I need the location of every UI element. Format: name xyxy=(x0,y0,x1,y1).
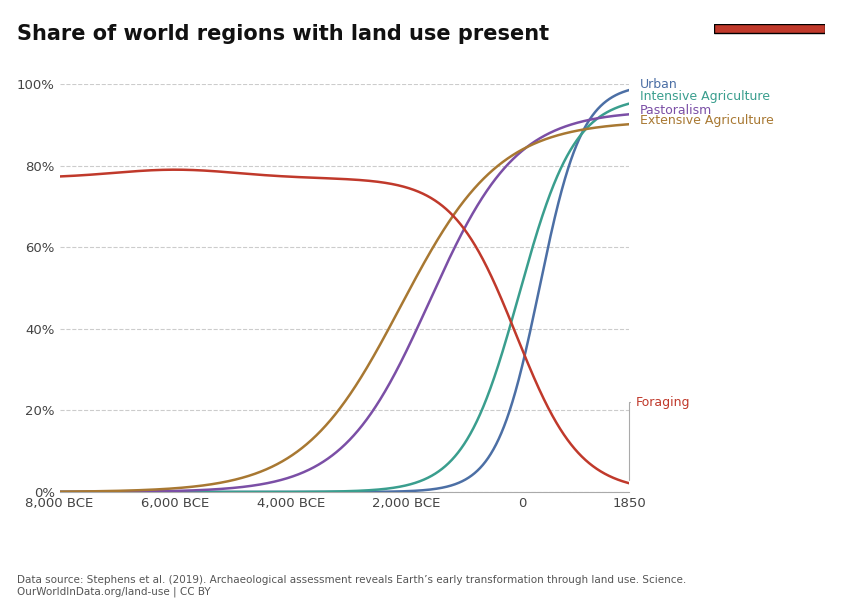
Text: Extensive Agriculture: Extensive Agriculture xyxy=(640,114,774,127)
Text: OurWorldInData.org/land-use | CC BY: OurWorldInData.org/land-use | CC BY xyxy=(17,587,211,597)
Text: Our World: Our World xyxy=(741,42,797,52)
Text: Pastoralism: Pastoralism xyxy=(640,104,712,117)
Text: Foraging: Foraging xyxy=(629,396,690,481)
Text: Intensive Agriculture: Intensive Agriculture xyxy=(640,90,770,103)
Text: in Data: in Data xyxy=(750,57,789,67)
Text: Share of world regions with land use present: Share of world regions with land use pre… xyxy=(17,24,549,44)
Text: Urban: Urban xyxy=(640,77,677,91)
Text: Data source: Stephens et al. (2019). Archaeological assessment reveals Earth’s e: Data source: Stephens et al. (2019). Arc… xyxy=(17,575,686,585)
FancyBboxPatch shape xyxy=(714,24,824,33)
